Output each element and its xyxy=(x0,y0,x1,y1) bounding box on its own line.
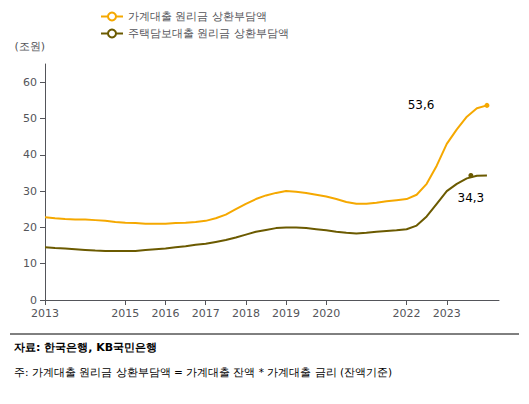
svg-text:2023: 2023 xyxy=(433,307,461,320)
svg-text:50: 50 xyxy=(23,112,37,125)
svg-text:가계대출 원리금 상환부담액: 가계대출 원리금 상환부담액 xyxy=(128,10,267,23)
svg-text:자료: 한국은행, KB국민은행: 자료: 한국은행, KB국민은행 xyxy=(14,341,157,354)
svg-text:0: 0 xyxy=(30,294,37,307)
svg-text:2017: 2017 xyxy=(192,307,220,320)
svg-text:2022: 2022 xyxy=(393,307,421,320)
svg-text:주택담보대출 원리금 상환부담액: 주택담보대출 원리금 상환부담액 xyxy=(128,27,289,40)
svg-text:34,3: 34,3 xyxy=(458,191,485,205)
svg-text:(조원): (조원) xyxy=(14,40,45,53)
svg-text:53,6: 53,6 xyxy=(408,98,435,112)
svg-text:2018: 2018 xyxy=(232,307,260,320)
svg-text:10: 10 xyxy=(23,257,37,270)
svg-text:2020: 2020 xyxy=(312,307,340,320)
svg-text:2015: 2015 xyxy=(111,307,139,320)
svg-text:2019: 2019 xyxy=(272,307,300,320)
svg-text:40: 40 xyxy=(23,148,37,161)
svg-text:20: 20 xyxy=(23,221,37,234)
svg-text:2013: 2013 xyxy=(31,307,59,320)
svg-text:30: 30 xyxy=(23,185,37,198)
svg-text:2016: 2016 xyxy=(152,307,180,320)
svg-text:주: 가계대출 원리금 상환부담액 = 가계대출 잔액 *: 주: 가계대출 원리금 상환부담액 = 가계대출 잔액 * 가계대출 금리 (잔… xyxy=(14,366,392,378)
svg-text:60: 60 xyxy=(23,76,37,89)
